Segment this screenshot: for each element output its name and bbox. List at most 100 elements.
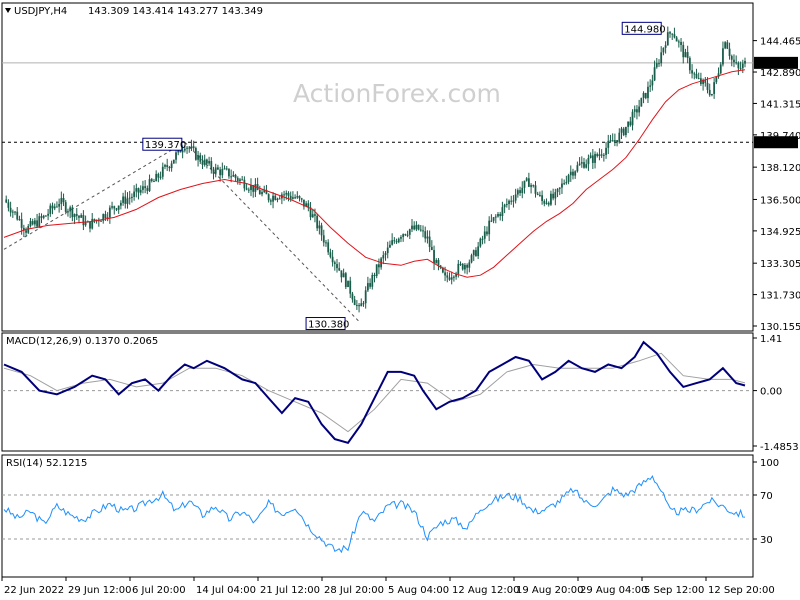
candle-body — [250, 184, 252, 191]
candle-body — [492, 217, 495, 221]
candle-body — [408, 229, 411, 235]
candle-body — [47, 213, 50, 216]
candle-body — [395, 241, 398, 243]
candle-body — [274, 195, 277, 200]
candle-body — [512, 200, 515, 202]
candle-body — [155, 173, 158, 182]
candle-body — [715, 76, 718, 83]
candle-body — [49, 205, 52, 214]
candle-body — [671, 33, 674, 35]
candle-body — [232, 174, 235, 177]
candle-body — [311, 214, 314, 218]
candle-body — [477, 246, 480, 257]
candle-body — [234, 174, 237, 178]
candle-body — [534, 185, 537, 194]
candle-body — [609, 140, 612, 142]
candle-body — [547, 202, 550, 205]
candle-body — [305, 203, 308, 207]
candle-body — [40, 216, 43, 218]
candle-body — [93, 218, 96, 222]
candle-body — [625, 126, 627, 136]
macd-tick-label: 1.41 — [760, 334, 782, 345]
candle-body — [131, 196, 133, 198]
candle-body — [649, 85, 652, 87]
time-tick-label: 12 Sep 20:00 — [708, 585, 775, 596]
candle-body — [243, 179, 246, 189]
candle-body — [450, 277, 453, 280]
candle-body — [318, 225, 321, 229]
candle-body — [539, 194, 541, 196]
candle-body — [620, 128, 623, 133]
candle-body — [51, 205, 54, 209]
candle-body — [572, 171, 574, 176]
candle-body — [719, 64, 722, 74]
candle-body — [53, 206, 56, 209]
candle-body — [133, 191, 136, 197]
candle-body — [67, 211, 69, 213]
candle-body — [223, 168, 226, 170]
candle-body — [565, 181, 568, 184]
candle-body — [292, 197, 294, 199]
candle-body — [166, 165, 169, 168]
candle-body — [144, 186, 147, 189]
candle-body — [355, 304, 358, 306]
candle-body — [446, 275, 449, 278]
candle-body — [329, 252, 332, 257]
candle-body — [69, 207, 72, 212]
candle-body — [296, 196, 299, 198]
candle-body — [472, 250, 475, 256]
candle-body — [201, 161, 204, 165]
candle-body — [494, 216, 497, 218]
candle-body — [611, 140, 614, 142]
candle-body — [677, 41, 680, 43]
candle-body — [252, 184, 255, 192]
candle-body — [294, 197, 297, 199]
candle-body — [647, 86, 649, 99]
price-candles — [5, 26, 746, 313]
price-tick-label: 131.730 — [760, 291, 800, 302]
candle-body — [322, 235, 325, 243]
candle-body — [192, 146, 195, 149]
time-tick-label: 5 Aug 04:00 — [388, 585, 449, 596]
candle-body — [75, 214, 78, 216]
candle-body — [283, 194, 285, 196]
candle-body — [38, 216, 41, 227]
candle-body — [733, 59, 735, 63]
time-tick-label: 14 Jul 04:00 — [196, 585, 256, 596]
candle-body — [272, 195, 274, 202]
candle-body — [693, 73, 696, 75]
candle-body — [358, 305, 360, 307]
candle-body — [375, 264, 378, 276]
candle-body — [89, 221, 91, 229]
candle-body — [514, 194, 517, 201]
candle-body — [664, 45, 667, 48]
candle-body — [351, 293, 354, 300]
candle-body — [691, 70, 693, 74]
candle-body — [212, 169, 215, 174]
candle-body — [426, 236, 429, 239]
candle-body — [117, 205, 120, 210]
candle-body — [708, 89, 711, 96]
candle-body — [658, 63, 660, 65]
candle-body — [470, 255, 473, 263]
candle-body — [490, 220, 493, 222]
candle-body — [18, 219, 21, 221]
candle-body — [505, 204, 508, 206]
candle-body — [552, 193, 555, 199]
candle-body — [108, 207, 111, 218]
price-tick-label: 134.925 — [760, 227, 800, 238]
candle-body — [58, 203, 61, 207]
candle-body — [300, 198, 303, 200]
candle-body — [402, 234, 405, 238]
candle-body — [510, 200, 513, 202]
candle-body — [168, 167, 171, 169]
candle-body — [188, 147, 191, 149]
candle-body — [56, 206, 58, 208]
uptrend-line — [3, 141, 186, 250]
candle-body — [210, 161, 213, 170]
candle-body — [71, 207, 74, 218]
candle-body — [186, 147, 188, 149]
candle-body — [475, 250, 477, 257]
candle-body — [441, 267, 444, 273]
candle-body — [269, 200, 272, 202]
